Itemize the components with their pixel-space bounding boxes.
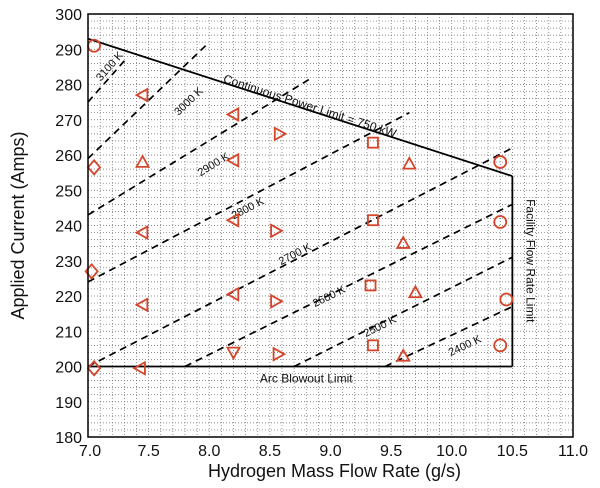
y-tick-label: 180 [55, 430, 82, 447]
y-tick-label: 260 [55, 148, 82, 165]
triangle-right-marker [270, 223, 284, 239]
power-limit-label: Continuous Power Limit = 750 kW [222, 72, 399, 141]
x-tick-label: 9.5 [380, 443, 402, 460]
isotherm-label: 2700 K [277, 241, 314, 268]
isotherm-label: 2900 K [196, 150, 233, 179]
isotherm-line [87, 41, 210, 160]
isotherm-label: 2400 K [447, 333, 484, 359]
blowout-limit-label: Arc Blowout Limit [260, 372, 353, 386]
isotherm-line [87, 76, 313, 216]
triangle-up-marker [395, 235, 411, 249]
diamond-marker [86, 158, 102, 176]
square-marker [364, 279, 377, 292]
y-axis-title: Applied Current (Amps) [8, 131, 28, 319]
x-tick-label: 10.0 [436, 443, 467, 460]
isotherm-line [293, 256, 513, 368]
circle-marker [493, 155, 508, 169]
triangle-left-marker [225, 212, 240, 228]
data-markers [84, 38, 514, 377]
triangle-up-marker [401, 155, 417, 170]
isotherm-line [184, 203, 513, 368]
triangle-left-marker [134, 225, 149, 241]
square-marker [367, 214, 379, 227]
triangle-up-marker [407, 284, 423, 299]
y-tick-label: 230 [55, 254, 82, 271]
power-limit-line [87, 37, 513, 178]
y-tick-label: 270 [55, 113, 82, 130]
triangle-left-marker [225, 152, 240, 168]
x-tick-label: 7.0 [79, 443, 101, 460]
x-tick-label: 10.5 [497, 443, 528, 460]
isotherm-line [384, 305, 513, 368]
triangle-left-marker [132, 360, 146, 376]
triangle-right-marker [270, 293, 284, 309]
isotherm-label: 3100 K [94, 49, 126, 84]
y-tick-label: 280 [55, 78, 82, 95]
x-tick-label: 11.0 [558, 443, 588, 460]
y-tick-label: 250 [55, 183, 82, 200]
y-tick-label: 290 [55, 42, 82, 59]
x-tick-label: 8.5 [259, 443, 281, 460]
circle-marker [493, 215, 508, 229]
triangle-up-marker [135, 154, 151, 168]
isotherm-line [87, 111, 410, 283]
x-axis-title: Hydrogen Mass Flow Rate (g/s) [208, 461, 461, 481]
tick-labels: 7.0 7.5 8.0 8.5 9.0 9.5 10.0 10.5 11.0 180 190 200 2… [55, 7, 588, 460]
triangle-right-marker [273, 126, 288, 142]
triangle-left-marker [225, 106, 240, 122]
isotherm-label: 2800 K [230, 195, 267, 222]
triangle-left-marker [134, 297, 149, 313]
isotherm-label: 3000 K [172, 85, 206, 118]
plot-frame [87, 13, 574, 438]
circle-marker [499, 292, 514, 307]
triangle-left-marker [134, 87, 149, 103]
x-tick-label: 8.0 [198, 443, 220, 460]
circle-marker [493, 338, 508, 353]
facility-limit-label: Facility Flow Rate Limit [523, 199, 537, 323]
square-marker [367, 339, 379, 352]
triangle-down-marker [225, 346, 242, 361]
isotherm-line [87, 147, 513, 368]
y-tick-label: 210 [55, 324, 82, 341]
triangle-right-marker [272, 346, 287, 362]
triangle-left-marker [225, 286, 240, 302]
y-tick-label: 240 [55, 219, 82, 236]
limit-lines [87, 37, 514, 368]
y-tick-label: 190 [55, 395, 82, 412]
isotherm-line [87, 57, 128, 103]
x-tick-label: 7.5 [138, 443, 160, 460]
y-tick-label: 220 [55, 289, 82, 306]
x-tick-label: 9.0 [319, 443, 341, 460]
y-tick-label: 300 [55, 7, 82, 24]
y-tick-label: 200 [55, 360, 82, 377]
square-marker [367, 136, 379, 149]
diamond-marker [86, 359, 102, 377]
triangle-up-marker [395, 348, 411, 362]
